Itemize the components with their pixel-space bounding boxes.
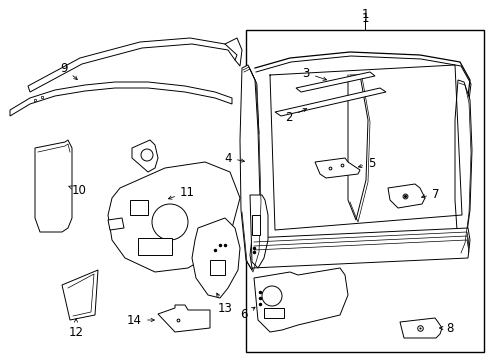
Polygon shape xyxy=(264,308,284,318)
Polygon shape xyxy=(35,140,72,232)
Polygon shape xyxy=(158,305,209,332)
Polygon shape xyxy=(209,260,224,275)
Text: 1: 1 xyxy=(361,12,368,24)
Bar xyxy=(245,30,483,352)
Text: 8: 8 xyxy=(439,321,452,334)
Text: 1: 1 xyxy=(361,8,368,21)
Polygon shape xyxy=(62,270,98,320)
Polygon shape xyxy=(314,158,359,178)
Polygon shape xyxy=(399,318,441,338)
Text: 14: 14 xyxy=(127,314,154,327)
Text: 13: 13 xyxy=(216,293,232,315)
Polygon shape xyxy=(130,200,148,215)
Text: 12: 12 xyxy=(68,319,83,338)
Text: 4: 4 xyxy=(224,152,244,165)
Polygon shape xyxy=(138,238,172,255)
Text: 3: 3 xyxy=(302,67,326,80)
Polygon shape xyxy=(274,88,385,116)
Polygon shape xyxy=(108,162,240,272)
Polygon shape xyxy=(387,184,424,208)
Polygon shape xyxy=(249,195,267,268)
Polygon shape xyxy=(249,228,469,268)
Circle shape xyxy=(152,204,187,240)
Polygon shape xyxy=(253,268,347,332)
Polygon shape xyxy=(295,72,374,92)
Polygon shape xyxy=(28,38,237,92)
Polygon shape xyxy=(251,215,260,235)
Circle shape xyxy=(262,286,282,306)
Text: 5: 5 xyxy=(358,157,375,170)
Polygon shape xyxy=(240,65,260,270)
Text: 10: 10 xyxy=(69,184,87,197)
Text: 6: 6 xyxy=(240,307,255,321)
Polygon shape xyxy=(108,218,124,230)
Polygon shape xyxy=(454,80,471,250)
Polygon shape xyxy=(10,82,231,116)
Polygon shape xyxy=(132,140,158,172)
Text: 2: 2 xyxy=(285,108,306,123)
Text: 11: 11 xyxy=(168,185,195,199)
Text: 9: 9 xyxy=(61,62,77,80)
Polygon shape xyxy=(192,218,240,298)
Circle shape xyxy=(141,149,153,161)
Text: 7: 7 xyxy=(421,188,439,201)
